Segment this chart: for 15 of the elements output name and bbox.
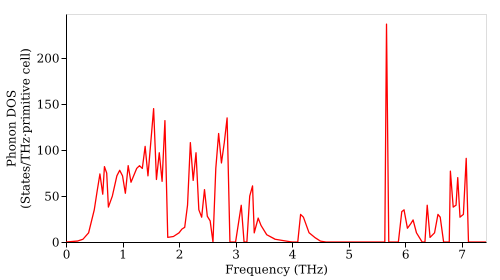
x-tick-label: 3 xyxy=(232,248,240,262)
y-axis-title: Phonon DOS (States/THz·primitive cell) xyxy=(4,48,33,209)
x-tick-label: 2 xyxy=(176,248,184,262)
y-tick-label: 150 xyxy=(36,98,60,112)
x-tick-label: 7 xyxy=(458,248,466,262)
x-tick-label: 5 xyxy=(345,248,353,262)
y-tick-label: 200 xyxy=(36,52,60,66)
y-tick-label: 100 xyxy=(36,144,60,158)
y-tick-label: 50 xyxy=(44,190,60,204)
x-axis-title: Frequency (THz) xyxy=(225,262,328,276)
x-tick-label: 4 xyxy=(288,248,297,262)
x-tick-label: 0 xyxy=(62,248,70,262)
x-tick-label: 1 xyxy=(119,248,127,262)
y-tick-label: 0 xyxy=(52,236,60,250)
x-tick-label: 6 xyxy=(402,248,410,262)
